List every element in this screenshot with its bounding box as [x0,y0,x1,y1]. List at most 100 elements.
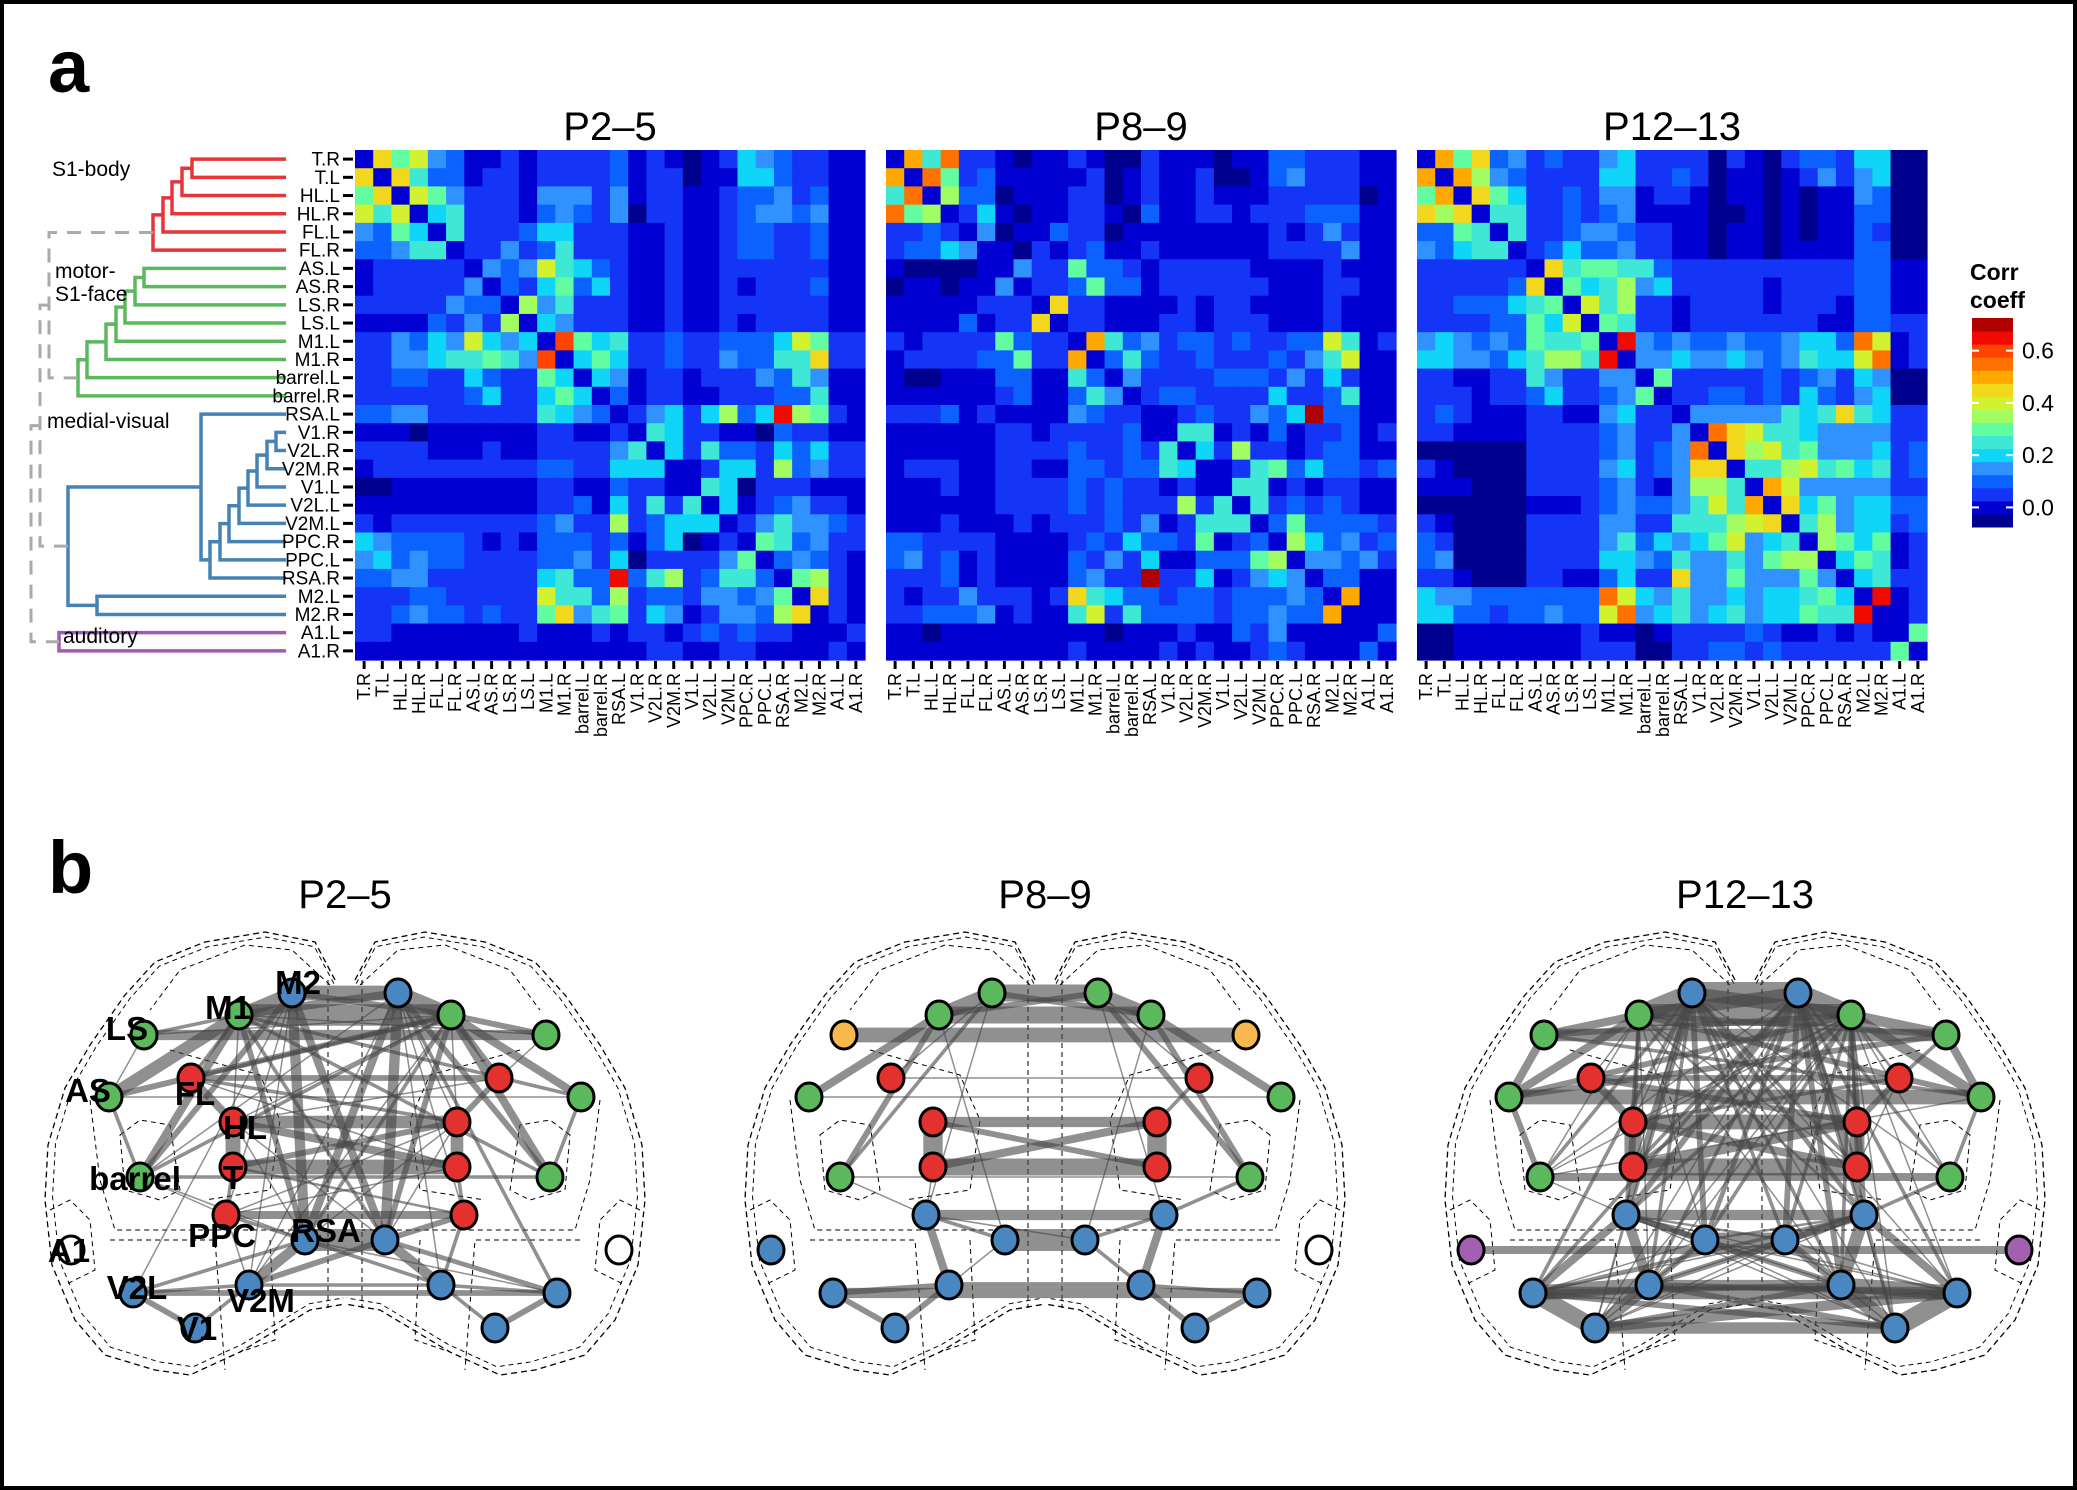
heatmap-cell [1872,222,1892,242]
heatmap-cell [1250,550,1270,570]
heatmap-cell [1031,441,1051,461]
heatmap-cell [518,441,538,461]
heatmap-cell [1763,295,1782,315]
heatmap-cell [1544,204,1564,224]
heatmap-cell [1177,496,1197,515]
heatmap-cell [1013,313,1033,333]
heatmap-cell [1471,605,1491,625]
heatmap-cell [886,313,905,333]
heatmap-cell [1122,295,1142,315]
heatmap-cell [958,532,978,552]
heatmap-cell [391,568,411,588]
heatmap-cell [977,459,996,479]
heatmap-cell [1286,496,1306,515]
heatmap-cell [1744,641,1764,661]
heatmap-cell [664,568,684,588]
heatmap-cell [1580,496,1600,515]
heatmap-cell [482,587,502,606]
heatmap-cell [1744,332,1764,351]
heatmap-cell [391,295,411,315]
heatmap-cell [1359,295,1379,315]
heatmap-cell [1799,459,1819,479]
heatmap-cell [755,514,775,534]
heatmap-cell [1068,550,1087,570]
network-node [1826,1269,1856,1301]
heatmap-cell [958,222,978,242]
heatmap-cell [1268,241,1288,260]
heatmap-cell [958,386,978,406]
heatmap-cell [1599,496,1618,515]
heatmap-cell [940,186,960,206]
heatmap-cell [1471,514,1491,534]
network-edge [135,1010,244,1182]
heatmap-cell [482,459,502,479]
heatmap-cell [518,568,538,588]
heatmap-cell [1508,386,1527,406]
heatmap-cell [1635,295,1655,315]
heatmap-cell [1799,641,1819,661]
heatmap-cell [1817,514,1837,534]
heatmap-cell [518,168,538,188]
heatmap-cell [1304,168,1324,188]
heatmap-cell [1817,168,1837,188]
heatmap-cell [1763,459,1782,479]
heatmap-cell [628,568,648,588]
heatmap-cell [1049,186,1069,206]
heatmap-cell [1763,423,1782,443]
heatmap-cell [846,532,866,552]
heatmap-cell [1599,222,1618,242]
x-tick-label: V2L.R [1177,673,1197,723]
heatmap-cell [1341,168,1361,188]
network-edge [131,1283,251,1295]
heatmap-cell [995,568,1015,588]
heatmap-cell [1508,423,1527,443]
heatmap-cell [977,477,996,497]
network-node [542,1277,572,1309]
heatmap-cell [995,259,1015,279]
heatmap-cell [1763,514,1782,534]
heatmap-cell [1013,423,1033,443]
heatmap-cell [1817,477,1837,497]
heatmap-cell [1872,277,1892,297]
heatmap-cell [1872,550,1892,570]
heatmap-cell [1031,641,1051,661]
heatmap-cell [1672,277,1691,297]
heatmap-cell [737,241,757,260]
region-border [464,1239,580,1371]
heatmap-cell [391,605,411,625]
heatmap-cell [1359,241,1379,260]
heatmap-cell [940,550,960,570]
heatmap-cell [1708,514,1728,534]
heatmap-cell [1159,423,1179,443]
heatmap-cell [1304,459,1324,479]
heatmap-cell [886,514,905,534]
heatmap-cell [1341,514,1361,534]
heatmap-cell [1763,441,1782,461]
heatmap-cell [1359,204,1379,224]
heatmap-cell [391,623,411,643]
heatmap-cell [1817,496,1837,515]
heatmap-cell [482,386,502,406]
network-node [1770,1224,1800,1256]
heatmap-cell [810,222,830,242]
heatmap-cell [1781,186,1801,206]
heatmap-cell [1122,222,1142,242]
heatmap-cell [773,204,793,224]
network-edge [1796,991,1952,1179]
heatmap-cell [828,405,848,424]
heatmap-cell [1213,277,1233,297]
heatmap-cell [610,277,629,297]
heatmap-cell [610,623,629,643]
heatmap-cell [500,623,520,643]
heatmap-cell [940,350,960,370]
heatmap-cell [1304,277,1324,297]
heatmap-cell [1817,405,1837,424]
heatmap-cell [1744,150,1764,169]
heatmap-cell [1177,241,1197,260]
heatmap-cell [464,186,484,206]
heatmap-cell [628,587,648,606]
heatmap-cell [1726,514,1746,534]
network-edge [189,1076,459,1124]
heatmap-cell [482,623,502,643]
heatmap-cell [646,168,666,188]
